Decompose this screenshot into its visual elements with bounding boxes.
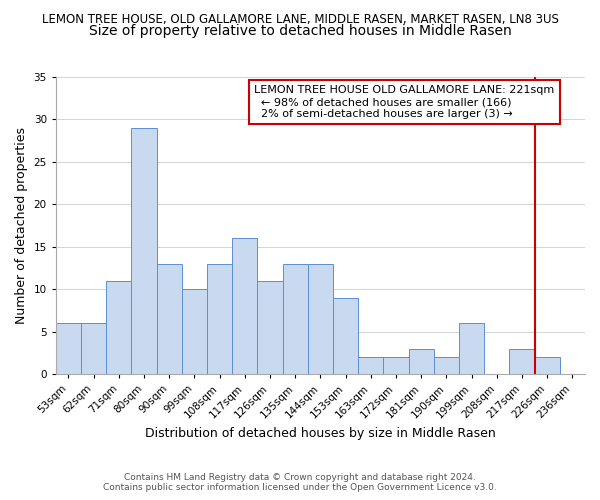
Bar <box>509 348 535 374</box>
Bar <box>358 357 383 374</box>
Bar <box>106 280 131 374</box>
Bar <box>409 348 434 374</box>
Bar <box>157 264 182 374</box>
Bar <box>232 238 257 374</box>
Bar <box>131 128 157 374</box>
Bar <box>56 323 81 374</box>
Bar <box>283 264 308 374</box>
Y-axis label: Number of detached properties: Number of detached properties <box>15 127 28 324</box>
Text: LEMON TREE HOUSE, OLD GALLAMORE LANE, MIDDLE RASEN, MARKET RASEN, LN8 3US: LEMON TREE HOUSE, OLD GALLAMORE LANE, MI… <box>41 12 559 26</box>
Text: Size of property relative to detached houses in Middle Rasen: Size of property relative to detached ho… <box>89 24 511 38</box>
Bar <box>308 264 333 374</box>
Bar <box>333 298 358 374</box>
X-axis label: Distribution of detached houses by size in Middle Rasen: Distribution of detached houses by size … <box>145 427 496 440</box>
Text: Contains HM Land Registry data © Crown copyright and database right 2024.: Contains HM Land Registry data © Crown c… <box>124 472 476 482</box>
Bar <box>207 264 232 374</box>
Text: Contains public sector information licensed under the Open Government Licence v3: Contains public sector information licen… <box>103 484 497 492</box>
Bar <box>434 357 459 374</box>
Text: LEMON TREE HOUSE OLD GALLAMORE LANE: 221sqm
  ← 98% of detached houses are small: LEMON TREE HOUSE OLD GALLAMORE LANE: 221… <box>254 86 554 118</box>
Bar <box>383 357 409 374</box>
Bar <box>459 323 484 374</box>
Bar <box>535 357 560 374</box>
Bar <box>257 280 283 374</box>
Bar <box>182 289 207 374</box>
Bar <box>81 323 106 374</box>
